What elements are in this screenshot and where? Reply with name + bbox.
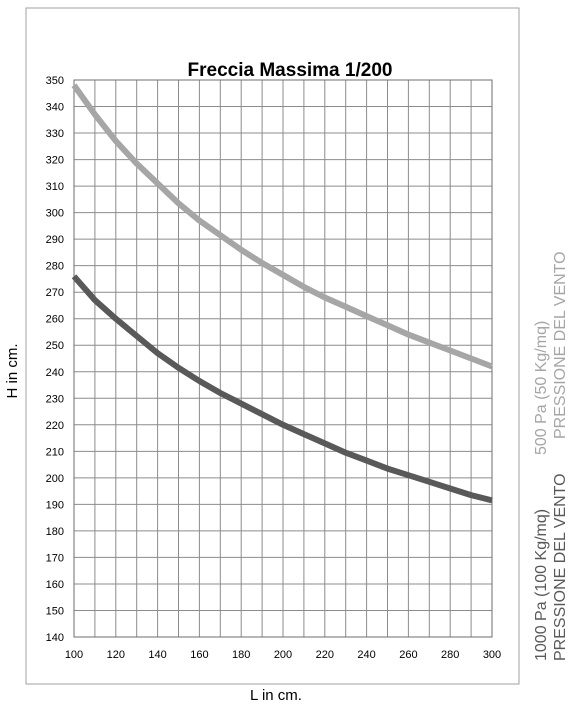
legend-series-1-line-2: PRESSIONE DEL VENTO xyxy=(552,251,569,439)
plot-area-border xyxy=(73,79,493,638)
y-tick-label: 180 xyxy=(46,526,64,538)
series-layer xyxy=(71,83,494,504)
legend-series-2-line-1: 1000 Pa (100 Kg/mq) xyxy=(533,509,550,661)
x-tick-label: 180 xyxy=(232,649,250,661)
x-tick-label: 280 xyxy=(441,649,459,661)
x-tick-label: 120 xyxy=(107,649,125,661)
y-tick-label: 270 xyxy=(46,287,64,299)
legend-series-1-line-1: 500 Pa (50 Kg/mq) xyxy=(533,321,550,455)
tick-labels: 100 120 140 160 180 200 220 240 260 280 300 140 150 1… xyxy=(46,75,502,661)
x-tick-label: 160 xyxy=(190,649,208,661)
y-tick-label: 340 xyxy=(46,102,64,114)
x-tick-label: 220 xyxy=(316,649,334,661)
x-axis-label: L in cm. xyxy=(250,687,302,704)
x-tick-label: 200 xyxy=(274,649,292,661)
y-tick-label: 330 xyxy=(46,128,64,140)
y-tick-label: 140 xyxy=(46,632,64,644)
y-axis-label: H in cm. xyxy=(4,343,21,398)
x-tick-label: 100 xyxy=(65,649,83,661)
y-tick-label: 350 xyxy=(46,75,64,87)
y-tick-label: 240 xyxy=(46,367,64,379)
x-tick-label: 240 xyxy=(357,649,375,661)
x-tick-label: 300 xyxy=(483,649,501,661)
y-tick-label: 320 xyxy=(46,155,64,167)
x-tick-label: 140 xyxy=(148,649,166,661)
y-tick-label: 190 xyxy=(46,499,64,511)
series-line-2 xyxy=(71,274,493,504)
y-tick-label: 280 xyxy=(46,261,64,273)
series-line-1 xyxy=(71,83,494,370)
y-tick-label: 210 xyxy=(46,446,64,458)
y-tick-label: 160 xyxy=(46,579,64,591)
y-tick-label: 290 xyxy=(46,234,64,246)
y-tick-label: 260 xyxy=(46,314,64,326)
chart-title: Freccia Massima 1/200 xyxy=(188,60,393,81)
y-tick-label: 300 xyxy=(46,208,64,220)
grid xyxy=(73,79,493,638)
legend-series-2-line-2: PRESSIONE DEL VENTO xyxy=(552,473,569,661)
y-tick-label: 220 xyxy=(46,420,64,432)
y-tick-label: 310 xyxy=(46,181,64,193)
x-tick-label: 260 xyxy=(399,649,417,661)
y-tick-label: 150 xyxy=(46,605,64,617)
y-tick-label: 200 xyxy=(46,473,64,485)
y-tick-label: 230 xyxy=(46,393,64,405)
y-tick-label: 170 xyxy=(46,552,64,564)
y-tick-label: 250 xyxy=(46,340,64,352)
